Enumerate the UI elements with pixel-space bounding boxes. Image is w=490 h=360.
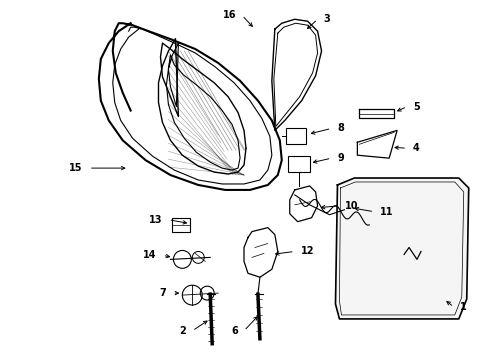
Text: 6: 6: [231, 326, 238, 336]
Text: 12: 12: [301, 247, 314, 256]
Text: 14: 14: [143, 251, 156, 260]
Text: 11: 11: [380, 207, 394, 217]
Text: 1: 1: [460, 302, 466, 312]
Text: 3: 3: [323, 14, 330, 24]
Text: 7: 7: [160, 288, 167, 298]
Text: 10: 10: [345, 201, 359, 211]
Text: 15: 15: [70, 163, 83, 173]
Text: 5: 5: [413, 102, 420, 112]
FancyBboxPatch shape: [286, 129, 306, 144]
Text: 8: 8: [338, 123, 344, 134]
Text: 16: 16: [222, 10, 236, 20]
Text: 9: 9: [338, 153, 344, 163]
Text: 13: 13: [149, 215, 163, 225]
Text: 2: 2: [179, 326, 186, 336]
Text: 4: 4: [413, 143, 420, 153]
FancyBboxPatch shape: [288, 156, 310, 172]
Polygon shape: [357, 130, 397, 158]
Polygon shape: [336, 178, 469, 319]
Bar: [172, 218, 190, 231]
